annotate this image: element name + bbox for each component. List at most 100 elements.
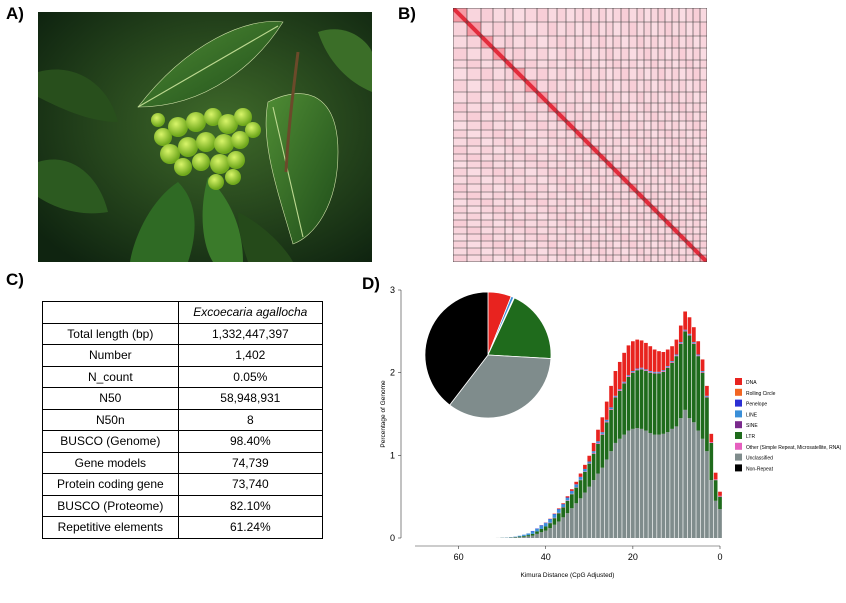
- table-row-label: Total length (bp): [42, 322, 179, 345]
- hic-diagonal: [453, 8, 707, 262]
- hic-block: [575, 36, 583, 48]
- hic-block: [665, 8, 672, 22]
- legend-swatch: [735, 410, 742, 418]
- bar-segment: [570, 508, 574, 538]
- hic-block: [606, 48, 613, 60]
- hic-block: [686, 161, 693, 168]
- hic-block: [548, 168, 557, 176]
- hic-block: [467, 48, 481, 60]
- hic-block: [566, 130, 575, 138]
- hic-block: [621, 112, 629, 121]
- leaf-shapes: [38, 21, 372, 262]
- hic-block: [575, 206, 583, 213]
- bar-segment: [600, 467, 605, 538]
- hic-block: [637, 92, 644, 103]
- hic-block: [658, 227, 665, 234]
- hic-block: [629, 80, 637, 92]
- hic-block: [613, 213, 621, 220]
- bar-segment: [583, 464, 587, 469]
- hic-block: [613, 8, 621, 22]
- hic-block: [513, 60, 525, 68]
- hic-block: [599, 199, 606, 206]
- hic-block: [686, 213, 693, 220]
- hic-block: [658, 60, 665, 68]
- hic-block: [493, 168, 505, 176]
- hic-block: [693, 130, 700, 138]
- bar-segment: [661, 371, 666, 434]
- hic-block: [467, 80, 481, 92]
- hic-block: [665, 248, 672, 255]
- bar-segment: [692, 343, 696, 423]
- hic-block: [493, 92, 505, 103]
- bar-segment: [530, 533, 535, 536]
- bar-segment: [617, 361, 622, 390]
- bar-segment: [596, 473, 600, 538]
- bar-segment: [687, 334, 692, 336]
- bar-segment: [587, 455, 592, 462]
- hic-block: [686, 168, 693, 176]
- hic-block: [481, 220, 493, 227]
- hic-block: [566, 248, 575, 255]
- hic-block: [644, 176, 651, 184]
- bar-segment: [587, 486, 592, 538]
- bar-segment: [622, 381, 626, 383]
- hic-block: [651, 68, 658, 80]
- hic-block: [583, 103, 591, 112]
- hic-block: [693, 138, 700, 146]
- hic-block: [651, 8, 658, 22]
- hic-block: [537, 138, 548, 146]
- hic-block: [621, 138, 629, 146]
- hic-block: [548, 138, 557, 146]
- panel-label-a: A): [6, 4, 24, 23]
- hic-block: [599, 92, 606, 103]
- bar-segment: [631, 341, 635, 372]
- legend-label: SINE: [746, 423, 758, 429]
- hic-block: [505, 68, 513, 80]
- hic-block: [665, 146, 672, 154]
- hic-block: [513, 154, 525, 161]
- hic-block: [513, 199, 525, 206]
- hic-block: [613, 192, 621, 199]
- bar-segment: [596, 443, 600, 474]
- hic-block: [453, 184, 467, 192]
- hic-block: [629, 22, 637, 36]
- hic-block: [575, 22, 583, 36]
- hic-block: [665, 60, 672, 68]
- hic-block: [644, 154, 651, 161]
- hic-block: [575, 176, 583, 184]
- hic-block: [637, 36, 644, 48]
- hic-block: [453, 22, 467, 36]
- hic-block: [599, 138, 606, 146]
- hic-block: [621, 130, 629, 138]
- bar-segment: [583, 471, 587, 493]
- hic-block: [481, 206, 493, 213]
- bar-segment: [657, 351, 661, 372]
- hic-block: [583, 80, 591, 92]
- hic-block: [591, 48, 599, 60]
- hic-block: [621, 184, 629, 192]
- hic-block: [644, 22, 651, 36]
- hic-block: [453, 80, 467, 92]
- hic-block: [700, 176, 707, 184]
- hic-block: [621, 234, 629, 241]
- hic-block: [583, 68, 591, 80]
- hic-block: [467, 161, 481, 168]
- hic-block: [658, 199, 665, 206]
- bar-segment: [696, 354, 701, 356]
- hic-block: [672, 248, 679, 255]
- hic-block: [513, 227, 525, 234]
- hic-block: [453, 154, 467, 161]
- hic-block: [557, 192, 566, 199]
- hic-block: [606, 68, 613, 80]
- bar-segment: [652, 434, 657, 538]
- hic-block: [493, 60, 505, 68]
- bar-segment: [574, 503, 579, 538]
- hic-block: [700, 80, 707, 92]
- hic-block: [644, 60, 651, 68]
- hic-block: [644, 227, 651, 234]
- hic-block: [537, 168, 548, 176]
- bar-segment: [648, 371, 653, 372]
- bar-segment: [613, 396, 618, 398]
- hic-block: [575, 154, 583, 161]
